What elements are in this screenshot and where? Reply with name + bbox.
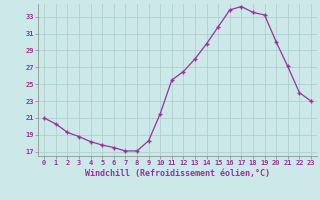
X-axis label: Windchill (Refroidissement éolien,°C): Windchill (Refroidissement éolien,°C): [85, 169, 270, 178]
